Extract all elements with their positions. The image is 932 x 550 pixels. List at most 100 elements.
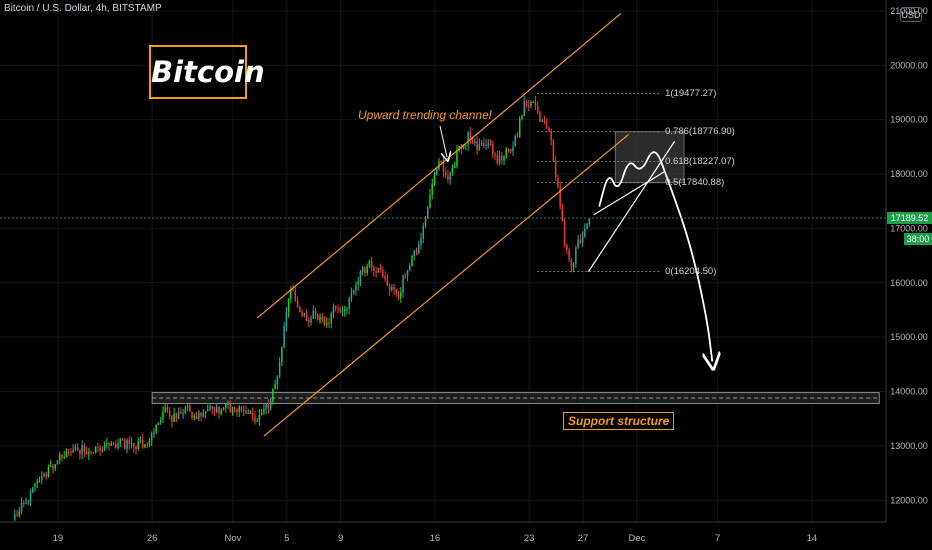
candle-body (47, 466, 50, 477)
candle-body (451, 167, 454, 173)
candle-body (577, 239, 579, 248)
y-tick-label: 21000.00 (890, 6, 928, 16)
candle-body (56, 460, 59, 465)
candle-body (521, 115, 523, 119)
y-tick-label: 20000.00 (890, 60, 928, 70)
candle-body (557, 177, 559, 188)
candle-body (88, 451, 90, 455)
candle-body (400, 292, 402, 299)
candle-body (164, 407, 166, 412)
y-tick-label: 12000.00 (890, 495, 928, 505)
candle-body (218, 406, 220, 414)
candle-body (225, 404, 227, 408)
candle-body (420, 238, 422, 245)
candle-body (292, 289, 294, 291)
y-tick-label: 17000.00 (890, 223, 928, 233)
candle-body (548, 127, 550, 132)
candle-body (539, 111, 541, 122)
candle-body (285, 311, 288, 327)
candle-body (514, 135, 517, 147)
candle-body (442, 162, 445, 172)
candle-body (38, 480, 41, 482)
fib-level-label: 0(16204.50) (665, 265, 717, 277)
x-tick-label: 19 (53, 533, 64, 544)
candle-body (431, 183, 433, 195)
candle-body (299, 306, 301, 313)
candle-body (171, 416, 173, 422)
candle-body (413, 250, 416, 256)
candle-body (346, 308, 348, 310)
candle-body (76, 447, 79, 450)
candle-body (54, 464, 56, 469)
candle-body (150, 434, 153, 441)
candle-body (543, 120, 546, 123)
y-tick-label: 19000.00 (890, 115, 928, 125)
candle-body (563, 220, 566, 246)
candle-body (388, 285, 391, 291)
candle-body (247, 413, 249, 415)
candle-body (67, 452, 70, 454)
candle-body (258, 415, 261, 421)
candle-body (186, 405, 189, 408)
candle-body (489, 143, 492, 145)
candle-body (575, 247, 577, 264)
candle-body (415, 250, 418, 254)
candle-body (155, 424, 157, 433)
candle-body (377, 268, 380, 273)
candle-body (312, 310, 315, 319)
candle-body (519, 118, 521, 137)
candle-body (245, 410, 247, 414)
candle-body (229, 403, 232, 413)
last-price-tag: 17189.52 (887, 212, 932, 225)
currency-button[interactable]: USD (900, 7, 922, 22)
candle-body (554, 160, 557, 178)
channel-lower-line (263, 133, 630, 437)
candle-body (512, 146, 514, 152)
candle-body (402, 275, 404, 293)
candle-body (58, 454, 61, 461)
y-tick-label: 16000.00 (890, 278, 928, 288)
x-tick-label: 23 (524, 533, 535, 544)
candle-body (552, 140, 555, 161)
candle-body (319, 316, 321, 320)
candle-body (343, 309, 346, 312)
candle-body (159, 419, 162, 423)
y-tick-label: 13000.00 (890, 441, 928, 451)
candle-body (168, 410, 171, 417)
candle-body (404, 275, 407, 277)
candle-body (314, 310, 317, 315)
candle-body (305, 313, 308, 321)
candle-body (480, 142, 483, 145)
candle-body (523, 101, 525, 116)
candle-body (119, 439, 122, 444)
candle-body (350, 292, 353, 299)
candle-body (326, 322, 328, 325)
drawings (0, 13, 886, 437)
wedge-line (587, 141, 676, 272)
candle-body (153, 432, 155, 435)
candle-body (216, 406, 218, 412)
candle-body (498, 155, 501, 164)
candle-body (16, 514, 18, 516)
candle-body (586, 223, 588, 229)
candle-body (532, 102, 534, 104)
candle-body (182, 413, 184, 415)
candle-body (227, 403, 229, 405)
candle-body (52, 465, 54, 469)
candle-body (191, 411, 193, 418)
candle-body (478, 144, 481, 151)
candle-body (126, 439, 128, 450)
candle-body (397, 293, 400, 299)
candle-body (117, 443, 119, 448)
candle-body (23, 502, 25, 504)
candle-body (49, 465, 52, 467)
fib-level-label: 1(19477.27) (665, 87, 717, 99)
candle-body (503, 156, 505, 161)
x-tick-label: 26 (147, 533, 158, 544)
candle-body (510, 149, 512, 152)
candle-body (267, 403, 270, 409)
grid-lines (0, 0, 886, 522)
candle-body (310, 318, 312, 323)
